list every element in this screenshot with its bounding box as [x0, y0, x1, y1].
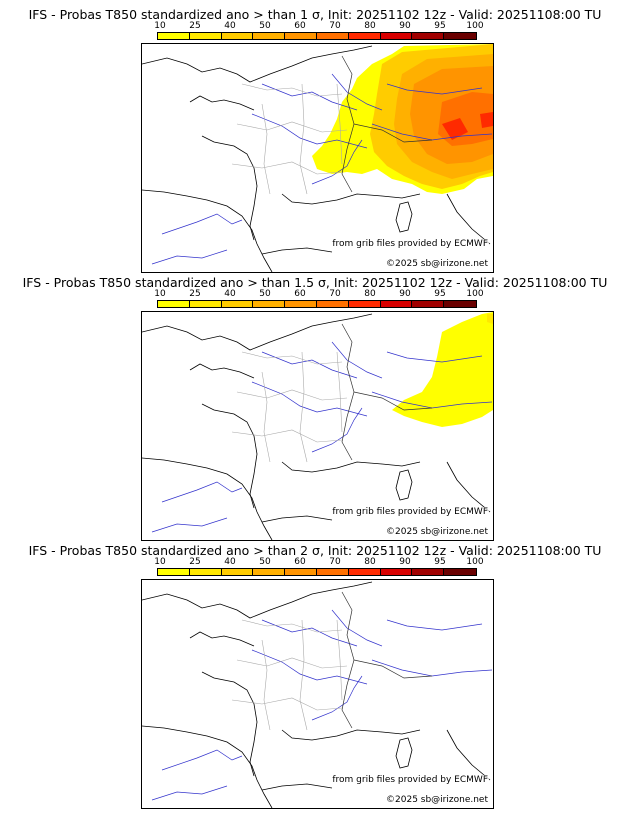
colorbar-swatch	[221, 33, 254, 39]
colorbar-swatch	[158, 33, 190, 39]
colorbar-tick: 10	[154, 289, 166, 299]
colorbar-tick: 40	[224, 289, 236, 299]
colorbar-swatch	[348, 33, 381, 39]
colorbar-swatch	[412, 301, 445, 307]
colorbar-tick: 100	[466, 557, 484, 567]
colorbar-tick: 25	[189, 557, 201, 567]
colorbar-swatch	[158, 569, 190, 575]
colorbar	[157, 568, 477, 576]
colorbar-tick: 60	[294, 557, 306, 567]
colorbar-swatch	[348, 301, 381, 307]
colorbar-tick: 50	[259, 21, 271, 31]
colorbar-tick: 60	[294, 289, 306, 299]
colorbar-tick: 10	[154, 557, 166, 567]
colorbar-swatch	[380, 33, 413, 39]
colorbar-swatch	[285, 569, 317, 575]
colorbar-labels: 10 25 40 50 60 70 80 90 95 100	[154, 557, 483, 569]
coastlines	[142, 45, 491, 272]
borders	[231, 351, 348, 463]
colorbar-tick: 80	[364, 557, 376, 567]
colorbar	[157, 32, 477, 40]
colorbar-swatch	[316, 301, 349, 307]
source-credit: from grib files provided by ECMWF	[331, 507, 489, 518]
colorbar-swatch	[253, 301, 286, 307]
rivers	[151, 341, 493, 533]
colorbar-swatch	[380, 569, 413, 575]
colorbar-tick: 25	[189, 21, 201, 31]
colorbar-swatch	[285, 33, 317, 39]
map-area: from grib files provided by ECMWF ©2025 …	[141, 43, 494, 273]
colorbar-swatch	[253, 33, 286, 39]
colorbar-swatch	[253, 569, 286, 575]
map-drawing	[142, 44, 493, 272]
colorbar-swatch	[158, 301, 190, 307]
colorbar-swatch	[221, 569, 254, 575]
coastlines	[142, 581, 491, 808]
map-drawing	[142, 312, 493, 540]
colorbar-tick: 10	[154, 21, 166, 31]
colorbar-swatch	[444, 33, 476, 39]
colorbar-tick: 80	[364, 21, 376, 31]
colorbar	[157, 300, 477, 308]
copyright-credit: ©2025 sb@irizone.net	[385, 259, 489, 270]
borders	[231, 83, 348, 195]
colorbar-tick: 40	[224, 21, 236, 31]
national-borders	[341, 323, 433, 461]
probability-shading	[392, 312, 493, 427]
map-drawing	[142, 581, 493, 808]
colorbar-swatch	[189, 301, 222, 307]
colorbar-tick: 100	[466, 289, 484, 299]
map-panel-2: IFS - Probas T850 standardized ano > tha…	[0, 275, 630, 545]
colorbar-tick: 90	[399, 557, 411, 567]
copyright-credit: ©2025 sb@irizone.net	[385, 527, 489, 538]
colorbar-swatch	[444, 569, 476, 575]
map-area: from grib files provided by ECMWF ©2025 …	[141, 579, 494, 809]
national-borders	[341, 55, 433, 193]
colorbar-tick: 70	[329, 557, 341, 567]
colorbar-labels: 10 25 40 50 60 70 80 90 95 100	[154, 289, 483, 301]
colorbar-swatch	[285, 301, 317, 307]
colorbar-tick: 50	[259, 289, 271, 299]
map-area: from grib files provided by ECMWF ©2025 …	[141, 311, 494, 541]
panel-title: IFS - Probas T850 standardized ano > tha…	[28, 543, 602, 558]
map-panel-3: IFS - Probas T850 standardized ano > tha…	[0, 543, 630, 813]
rivers	[151, 73, 493, 265]
colorbar-swatch	[316, 569, 349, 575]
colorbar-tick: 80	[364, 289, 376, 299]
map-panel-1: IFS - Probas T850 standardized ano > tha…	[0, 7, 630, 277]
colorbar-tick: 70	[329, 21, 341, 31]
colorbar-tick: 95	[434, 21, 446, 31]
colorbar-tick: 25	[189, 289, 201, 299]
colorbar-swatch	[380, 301, 413, 307]
colorbar-tick: 50	[259, 557, 271, 567]
colorbar-tick: 95	[434, 289, 446, 299]
colorbar-swatch	[412, 33, 445, 39]
colorbar-tick: 40	[224, 557, 236, 567]
colorbar-tick: 90	[399, 289, 411, 299]
colorbar-swatch	[189, 569, 222, 575]
national-borders	[341, 591, 433, 729]
colorbar-swatch	[316, 33, 349, 39]
panel-title: IFS - Probas T850 standardized ano > tha…	[28, 7, 602, 22]
rivers	[151, 609, 493, 801]
colorbar-tick: 95	[434, 557, 446, 567]
colorbar-swatch	[221, 301, 254, 307]
source-credit: from grib files provided by ECMWF	[331, 239, 489, 250]
colorbar-tick: 70	[329, 289, 341, 299]
colorbar-swatch	[189, 33, 222, 39]
source-credit: from grib files provided by ECMWF	[331, 775, 489, 786]
colorbar-labels: 10 25 40 50 60 70 80 90 95 100	[154, 21, 483, 33]
borders	[231, 619, 348, 731]
colorbar-tick: 100	[466, 21, 484, 31]
copyright-credit: ©2025 sb@irizone.net	[385, 795, 489, 806]
colorbar-swatch	[444, 301, 476, 307]
colorbar-tick: 60	[294, 21, 306, 31]
panel-title: IFS - Probas T850 standardized ano > tha…	[22, 275, 608, 290]
coastlines	[142, 313, 491, 540]
colorbar-swatch	[412, 569, 445, 575]
colorbar-tick: 90	[399, 21, 411, 31]
colorbar-swatch	[348, 569, 381, 575]
